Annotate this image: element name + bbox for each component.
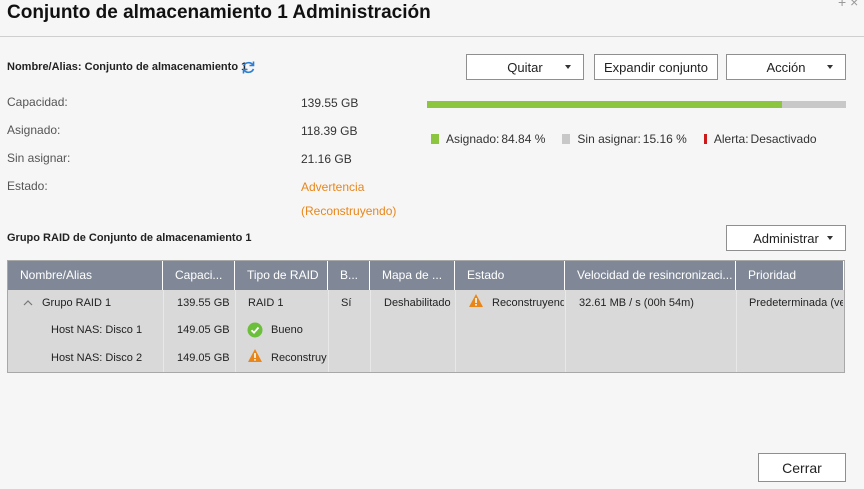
detail-value: 139.55 GB (301, 96, 359, 110)
refresh-icon[interactable] (241, 60, 256, 75)
detail-label: Capacidad: (7, 95, 68, 109)
legend-swatch (562, 134, 571, 144)
usage-segment (782, 101, 846, 108)
window-controls[interactable]: + × (838, 0, 859, 10)
legend-item: Alerta: Desactivado (703, 132, 817, 146)
column-divider (565, 290, 566, 372)
usage-legend: Asignado: 84.84 % Sin asignar: 15.16 % Alert… (431, 132, 817, 146)
table-cell: Deshabilitado (384, 297, 451, 309)
table-cell: 139.55 GB (177, 297, 230, 309)
dialog-title: Conjunto de almacenamiento 1 Administrac… (7, 2, 431, 23)
pool-name: Nombre/Alias: Conjunto de almacenamiento… (7, 61, 248, 73)
legend-value: 84.84 % (501, 132, 546, 146)
detail-value: 118.39 GB (301, 124, 358, 138)
expand-button[interactable]: Expandir conjunto (594, 54, 718, 80)
column-divider (163, 290, 164, 372)
manage-button[interactable]: Administrar (726, 225, 846, 251)
column-header: Capaci... (163, 261, 235, 290)
column-header: Nombre/Alias (8, 261, 163, 290)
raid-table: Nombre/Alias Capaci... Tipo de RAID B... Map… (7, 260, 845, 373)
divider (0, 36, 864, 37)
detail-label: Estado: (7, 179, 48, 193)
button-label: Acción (766, 59, 806, 75)
raid-title: Grupo RAID de Conjunto de almacenamiento… (7, 232, 252, 244)
table-cell: Host NAS: Disco 2 (51, 352, 143, 364)
remove-button[interactable]: Quitar (466, 54, 584, 80)
legend-swatch (431, 134, 439, 144)
table-cell: Predeterminada (ve (749, 297, 843, 309)
detail-value: 21.16 GB (301, 152, 352, 166)
detail-label: Asignado: (7, 123, 61, 137)
legend-item: Asignado: 84.84 % (431, 132, 545, 146)
column-header: Mapa de ... (370, 261, 455, 290)
column-divider (736, 290, 737, 372)
collapse-caret[interactable] (23, 299, 33, 307)
column-divider (455, 290, 456, 372)
table-cell: RAID 1 (248, 297, 284, 309)
action-button[interactable]: Acción (726, 54, 846, 80)
column-divider (328, 290, 329, 372)
table-cell: Reconstruyendo (492, 297, 564, 309)
column-header: Velocidad de resincronizaci... (565, 261, 736, 290)
table-cell: Host NAS: Disco 1 (51, 324, 143, 336)
table-cell: 149.05 GB (177, 352, 230, 364)
legend-item: Sin asignar: 15.16 % (562, 132, 687, 146)
legend-label: Asignado: (446, 132, 500, 146)
usage-bar (427, 101, 846, 108)
button-label: Administrar (753, 230, 819, 246)
detail-label: Sin asignar: (7, 151, 71, 165)
table-cell: Reconstruyendo (271, 352, 327, 364)
close-button[interactable]: Cerrar (758, 453, 846, 482)
column-header: B... (328, 261, 370, 290)
legend-label: Sin asignar: (577, 132, 641, 146)
table-cell: 149.05 GB (177, 324, 230, 336)
warning-icon (469, 294, 483, 307)
legend-label: Alerta: (713, 132, 749, 146)
table-header: Nombre/Alias Capaci... Tipo de RAID B... Map… (8, 261, 844, 290)
table-cell: Grupo RAID 1 (42, 297, 112, 309)
table-cell: Sí (341, 297, 352, 309)
column-header: Estado (455, 261, 565, 290)
legend-value: Desactivado (750, 132, 817, 146)
button-label: Cerrar (782, 459, 822, 476)
table-cell: Bueno (271, 324, 303, 336)
legend-value: 15.16 % (642, 132, 687, 146)
warning-icon (248, 349, 262, 362)
column-divider (370, 290, 371, 372)
column-header: Tipo de RAID (235, 261, 328, 290)
column-header: Prioridad (736, 261, 844, 290)
status-note: (Reconstruyendo) (301, 204, 397, 218)
table-cell: 32.61 MB / s (00h 54m) (579, 297, 694, 309)
status-value: Advertencia (301, 180, 365, 194)
column-divider (235, 290, 236, 372)
legend-swatch (703, 134, 707, 144)
ok-icon (247, 322, 263, 338)
button-label: Quitar (507, 59, 543, 75)
button-label: Expandir conjunto (603, 59, 709, 75)
usage-segment (427, 101, 783, 108)
